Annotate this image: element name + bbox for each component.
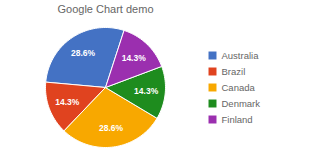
svg-text:Brazil: Brazil xyxy=(222,66,246,77)
svg-text:Denmark: Denmark xyxy=(222,98,261,109)
svg-text:14.3%: 14.3% xyxy=(122,53,147,63)
svg-text:Finland: Finland xyxy=(222,114,253,125)
svg-text:28.6%: 28.6% xyxy=(71,48,96,58)
svg-text:14.3%: 14.3% xyxy=(55,97,80,107)
svg-text:14.3%: 14.3% xyxy=(134,86,159,96)
svg-text:Canada: Canada xyxy=(222,82,256,93)
svg-text:28.6%: 28.6% xyxy=(99,123,124,133)
svg-text:Australia: Australia xyxy=(222,50,260,61)
svg-text:Google Chart demo: Google Chart demo xyxy=(58,3,154,15)
